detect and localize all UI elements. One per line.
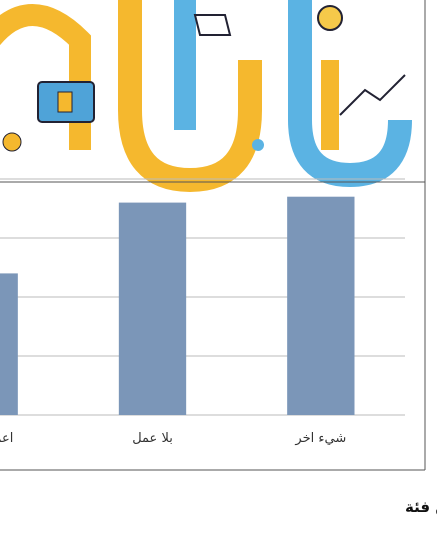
trend [339, 74, 406, 116]
x-tick-label: بلا عمل [132, 431, 173, 446]
bar [287, 196, 355, 415]
hand [193, 14, 232, 36]
pipe [288, 0, 412, 188]
clock [2, 132, 22, 152]
illustration [0, 0, 412, 193]
bar [0, 273, 18, 415]
x-tick-label: اعمال حرة [0, 431, 13, 446]
pipe [0, 4, 91, 150]
x-tick-label: شيء اخر [294, 431, 346, 446]
bulb [317, 5, 343, 31]
briefcase-lock [57, 91, 73, 113]
chart: اعمال حرة بلا عمل شيء اخر [0, 178, 405, 446]
bar [118, 202, 187, 415]
body-text: ٢٩ ٪ من فئة [405, 498, 437, 516]
gear [252, 139, 264, 151]
pipe [118, 0, 262, 193]
